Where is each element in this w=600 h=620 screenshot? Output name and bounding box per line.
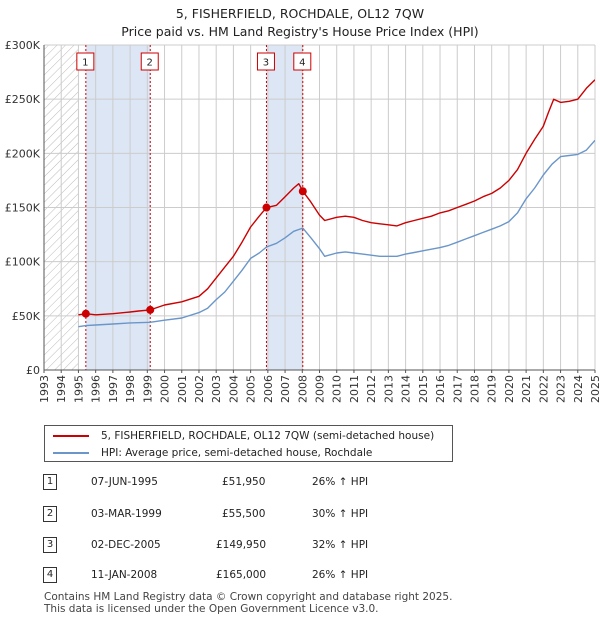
x-tick-label: 2018	[468, 375, 481, 403]
transaction-label: 3	[263, 58, 269, 69]
x-tick-label: 2006	[262, 375, 275, 403]
transaction-hpi-change: 26% ↑ HPI	[312, 569, 369, 581]
transaction-price: £51,950	[222, 476, 266, 488]
x-tick-label: 1995	[72, 375, 85, 403]
transaction-row: 4 11-JAN-2008 £165,000 26% ↑ HPI	[0, 567, 600, 589]
x-tick-label: 1993	[38, 375, 51, 403]
transaction-number: 2	[43, 506, 57, 522]
x-tick-label: 2023	[555, 375, 568, 403]
transaction-number: 1	[43, 474, 57, 490]
legend-label-price: 5, FISHERFIELD, ROCHDALE, OL12 7QW (semi…	[101, 430, 435, 442]
transaction-label: 2	[147, 58, 153, 69]
y-tick-label: £0	[26, 364, 40, 377]
x-tick-label: 2011	[348, 375, 361, 403]
x-tick-label: 2022	[537, 375, 550, 403]
x-tick-label: 2012	[365, 375, 378, 403]
x-tick-label: 2009	[314, 375, 327, 403]
x-tick-label: 2015	[417, 375, 430, 403]
legend-label-hpi: HPI: Average price, semi-detached house,…	[101, 447, 373, 459]
y-tick-label: £300K	[5, 39, 41, 52]
hpi-line	[78, 139, 595, 328]
legend-swatch-price	[53, 435, 89, 437]
transaction-row: 3 02-DEC-2005 £149,950 32% ↑ HPI	[0, 537, 600, 559]
transaction-label: 1	[82, 58, 88, 69]
legend-swatch-hpi	[53, 452, 89, 454]
transaction-point	[146, 305, 155, 314]
x-tick-label: 2003	[210, 375, 223, 403]
transaction-point	[298, 187, 307, 196]
x-tick-label: 2002	[193, 375, 206, 403]
transaction-price: £149,950	[216, 539, 267, 551]
footer-licence: This data is licensed under the Open Gov…	[44, 603, 379, 615]
transaction-label-box	[76, 52, 95, 71]
price-chart: 1 2 3 4 £0 £50K £100K £150K £200K £250K £300K 1993 1…	[5, 39, 600, 403]
y-tick-label: £50K	[12, 310, 41, 323]
x-tick-label: 2025	[589, 375, 600, 403]
x-tick-label: 2014	[400, 375, 413, 403]
x-tick-label: 2000	[159, 375, 172, 403]
chart-subtitle: Price paid vs. HM Land Registry's House …	[121, 24, 479, 39]
x-tick-label: 2016	[434, 375, 447, 403]
transaction-row: 2 03-MAR-1999 £55,500 30% ↑ HPI	[0, 506, 600, 528]
x-tick-label: 2010	[331, 375, 344, 403]
transaction-label-box	[140, 52, 159, 71]
price-paid-line	[78, 79, 595, 316]
x-tick-label: 1996	[90, 375, 103, 403]
x-tick-label: 2005	[245, 375, 258, 403]
x-tick-label: 2019	[486, 375, 499, 403]
transaction-hpi-change: 32% ↑ HPI	[312, 539, 369, 551]
chart-title: 5, FISHERFIELD, ROCHDALE, OL12 7QW	[175, 6, 425, 21]
transaction-row: 1 07-JUN-1995 £51,950 26% ↑ HPI	[0, 474, 600, 496]
y-tick-label: £250K	[5, 93, 41, 106]
x-tick-label: 1998	[124, 375, 137, 403]
x-tick-label: 2020	[503, 375, 516, 403]
x-tick-label: 2008	[296, 375, 309, 403]
plot-area: 1 2 3 4 £0 £50K £100K £150K £200K £250K £300K 1993 1…	[5, 39, 600, 403]
transaction-date: 07-JUN-1995	[91, 476, 158, 488]
y-tick-label: £200K	[5, 147, 41, 160]
transaction-number: 4	[43, 567, 57, 583]
transaction-label-box	[293, 52, 312, 71]
transaction-point	[262, 203, 271, 212]
x-tick-label: 1997	[107, 375, 120, 403]
x-tick-label: 1999	[141, 375, 154, 403]
transaction-hpi-change: 30% ↑ HPI	[312, 508, 369, 520]
transaction-price: £165,000	[216, 569, 267, 581]
transaction-price: £55,500	[222, 508, 266, 520]
footer-copyright: Contains HM Land Registry data © Crown c…	[44, 591, 453, 603]
transaction-date: 02-DEC-2005	[91, 539, 161, 551]
transaction-point	[81, 309, 90, 318]
y-tick-label: £100K	[5, 256, 41, 269]
x-tick-label: 2017	[451, 375, 464, 403]
x-tick-label: 2004	[227, 375, 240, 403]
transaction-date: 03-MAR-1999	[91, 508, 162, 520]
transaction-hpi-change: 26% ↑ HPI	[312, 476, 369, 488]
x-tick-label: 2007	[279, 375, 292, 403]
x-tick-label: 2001	[176, 375, 189, 403]
transaction-number: 3	[43, 537, 57, 553]
legend: 5, FISHERFIELD, ROCHDALE, OL12 7QW (semi…	[44, 425, 453, 462]
transaction-date: 11-JAN-2008	[91, 569, 158, 581]
x-tick-label: 2024	[572, 375, 585, 403]
x-tick-label: 1994	[55, 375, 68, 403]
y-tick-label: £150K	[5, 202, 41, 215]
x-tick-label: 2021	[520, 375, 533, 403]
x-tick-label: 2013	[382, 375, 395, 403]
transaction-label: 4	[299, 58, 305, 69]
transaction-label-box	[256, 52, 275, 71]
